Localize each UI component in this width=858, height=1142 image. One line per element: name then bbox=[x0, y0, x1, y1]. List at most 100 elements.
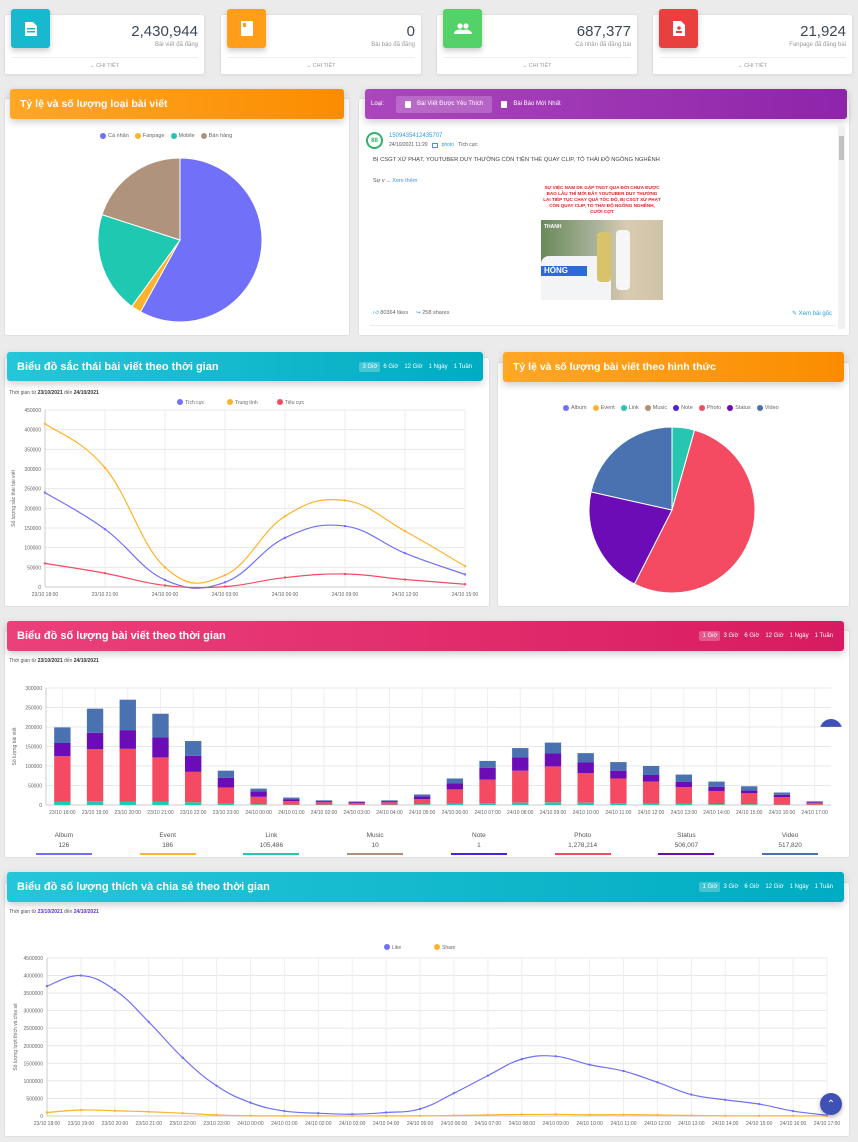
tab-3-giờ[interactable]: 3 Giờ bbox=[359, 361, 381, 372]
total-color-bar bbox=[450, 853, 507, 855]
details-label: CHI TIẾT bbox=[312, 63, 336, 69]
time-range-tabs: 3 Giờ 6 Giờ 12 Giờ 1 Ngày 1 Tuần bbox=[359, 361, 475, 372]
legend-item[interactable]: Note bbox=[673, 405, 693, 411]
legend-label: Note bbox=[681, 405, 693, 411]
tab-6-giờ[interactable]: 6 Giờ bbox=[744, 884, 760, 890]
author-id-link[interactable]: 1509435412435707 bbox=[389, 133, 443, 139]
data-point bbox=[622, 1113, 625, 1116]
total-name: Link bbox=[265, 832, 278, 839]
tab-1-giờ[interactable]: 1 Giờ bbox=[699, 882, 721, 892]
data-point bbox=[113, 1109, 117, 1112]
x-tick-label: 24/10 12:00 bbox=[638, 810, 665, 816]
x-tick-label: 23/10 23:00 bbox=[203, 1121, 230, 1127]
total-value: 126 bbox=[58, 842, 70, 849]
stat-value: 0 bbox=[406, 23, 415, 40]
legend-item[interactable]: Mobile bbox=[170, 133, 195, 139]
legend-item[interactable]: Music bbox=[644, 405, 667, 411]
details-label: CHI TIẾT bbox=[744, 63, 767, 69]
tab-1-tuần[interactable]: 1 Tuần bbox=[814, 633, 833, 639]
y-tick-label: 50000 bbox=[27, 565, 41, 571]
y-tick-label: 3500000 bbox=[24, 991, 44, 997]
author-avatar[interactable]: 88 bbox=[366, 132, 383, 149]
legend-item[interactable]: Fanpage bbox=[134, 133, 165, 139]
data-point bbox=[724, 1114, 727, 1117]
x-tick-label: 24/10 07:00 bbox=[475, 1121, 502, 1127]
details-link[interactable]: ⌄ CHI TIẾT bbox=[522, 63, 552, 69]
data-point bbox=[351, 1113, 354, 1116]
tab-12-giờ[interactable]: 12 Giờ bbox=[765, 884, 784, 890]
people-icon bbox=[443, 9, 482, 48]
total-value: 105,486 bbox=[259, 842, 284, 849]
total-note: Note 1 bbox=[444, 832, 514, 855]
shares-count: ↪ 258 shares bbox=[416, 310, 450, 316]
tab-1-ngày[interactable]: 1 Ngày bbox=[789, 633, 809, 639]
data-point bbox=[791, 1109, 795, 1113]
tab-label: Bài Viết Được Yêu Thích bbox=[417, 101, 484, 107]
tab-3-giờ[interactable]: 3 Giờ bbox=[723, 633, 739, 639]
y-axis-label: Số lượng bài viết bbox=[12, 727, 18, 766]
data-point bbox=[690, 1093, 693, 1096]
post-type: photo bbox=[441, 142, 455, 148]
scroll-top-button[interactable]: ⌃ bbox=[820, 1093, 842, 1115]
feed-scrollbar[interactable] bbox=[838, 126, 845, 329]
details-link[interactable]: ⌄ CHI TIẾT bbox=[738, 63, 767, 69]
data-point bbox=[79, 974, 83, 977]
total-name: Album bbox=[54, 832, 74, 839]
series-line-tích-cực bbox=[44, 492, 466, 589]
legend-item[interactable]: Status bbox=[727, 405, 751, 411]
tab-1-giờ[interactable]: 1 Giờ bbox=[699, 631, 721, 641]
x-tick-label: 24/10 00:00 bbox=[245, 810, 272, 816]
image-caption: SỰ VIỆC NAM DK GẶP TNGT QUA ĐỜI CHƯA ĐƯỢ… bbox=[543, 185, 661, 214]
tab-favorite-posts[interactable]: Bài Viết Được Yêu Thích bbox=[396, 95, 493, 113]
legend-item[interactable]: Album bbox=[563, 405, 587, 411]
tab-6-giờ[interactable]: 6 Giờ bbox=[744, 633, 760, 639]
x-tick-label: 24/10 09:00 bbox=[540, 810, 567, 816]
post-image[interactable]: SỰ VIỆC NAM DK GẶP TNGT QUA ĐỜI CHƯA ĐƯỢ… bbox=[541, 185, 663, 300]
tab-12-giờ[interactable]: 12 Giờ bbox=[765, 633, 784, 639]
legend-item[interactable]: Link bbox=[620, 405, 639, 411]
total-value: 1 bbox=[477, 842, 481, 849]
data-point bbox=[554, 1113, 557, 1116]
x-tick-label: 23/10 22:00 bbox=[169, 1121, 196, 1127]
legend-item[interactable]: Photo bbox=[698, 405, 721, 411]
tab-12-giờ[interactable]: 12 Giờ bbox=[404, 363, 423, 370]
tab-1-ngày[interactable]: 1 Ngày bbox=[789, 884, 809, 890]
read-more-link[interactable]: Xem thêm bbox=[392, 178, 418, 184]
bar-segment-link bbox=[479, 803, 496, 805]
legend-item[interactable]: Bán hàng bbox=[200, 133, 232, 139]
legend-item[interactable]: Event bbox=[592, 405, 615, 411]
total-event: Event 186 bbox=[133, 832, 203, 855]
legend-item[interactable]: Cá nhân bbox=[100, 133, 129, 139]
y-tick-label: 1000000 bbox=[24, 1079, 44, 1085]
total-name: Status bbox=[677, 832, 696, 839]
pie-slice-mobile bbox=[97, 214, 181, 308]
divider bbox=[11, 57, 198, 58]
bar-segment-video bbox=[675, 774, 692, 782]
bar-segment-photo bbox=[642, 781, 660, 804]
legend-item[interactable]: Video bbox=[756, 405, 779, 411]
legend-swatch bbox=[727, 405, 734, 411]
bar-segment-status bbox=[479, 767, 496, 780]
bar-segment-status bbox=[708, 786, 725, 791]
filter-label: Loại: bbox=[371, 101, 385, 107]
legend-label: Cá nhân bbox=[108, 133, 129, 139]
x-tick-label: 24/10 14:00 bbox=[712, 1121, 739, 1127]
y-tick-label: 0 bbox=[40, 1114, 43, 1120]
scroll-top-button[interactable] bbox=[820, 719, 842, 727]
data-point bbox=[249, 1101, 252, 1104]
view-original-link[interactable]: ✎ Xem bài gốc bbox=[792, 310, 832, 317]
tab-1-tuần[interactable]: 1 Tuần bbox=[814, 884, 833, 890]
bar-segment-video bbox=[217, 770, 235, 778]
bar-segment-status bbox=[250, 791, 267, 797]
tab-6-giờ[interactable]: 6 Giờ bbox=[383, 363, 399, 370]
details-link[interactable]: ⌄ CHI TIẾT bbox=[90, 63, 119, 69]
tab-1-ngày[interactable]: 1 Ngày bbox=[428, 363, 448, 370]
divider bbox=[443, 57, 631, 58]
scrollbar-thumb[interactable] bbox=[839, 136, 844, 160]
tab-latest-articles[interactable]: Bài Báo Mới Nhất bbox=[492, 96, 569, 113]
tab-1-tuần[interactable]: 1 Tuần bbox=[453, 363, 472, 370]
details-link[interactable]: ⌄ CHI TIẾT bbox=[306, 63, 336, 69]
bar-segment-link bbox=[185, 802, 202, 805]
total-color-bar bbox=[762, 853, 819, 855]
tab-3-giờ[interactable]: 3 Giờ bbox=[723, 884, 739, 890]
